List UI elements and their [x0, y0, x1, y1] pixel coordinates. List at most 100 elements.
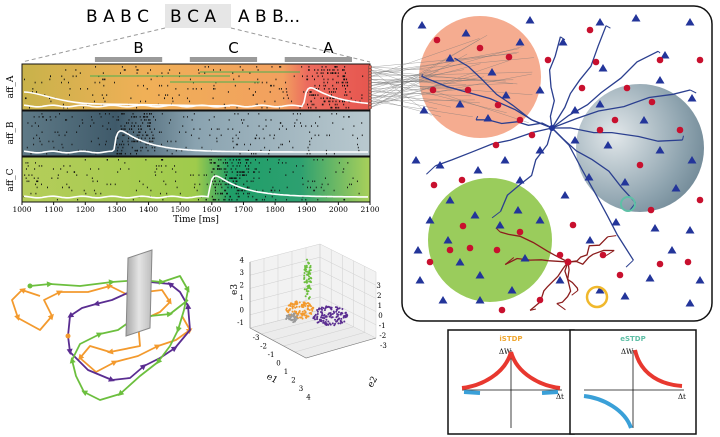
inhibitory-neuron	[656, 56, 664, 64]
scatter-point	[304, 265, 307, 268]
trajectory-arrow	[117, 389, 125, 397]
inhibitory-neuron	[516, 116, 524, 124]
e3-tick: 4	[240, 257, 245, 265]
row-label-A: aff_A	[6, 75, 16, 98]
excitatory-neuron	[558, 38, 568, 46]
e1-tick: 2	[291, 377, 295, 385]
excitatory-neuron	[595, 18, 605, 26]
scatter-point	[308, 266, 311, 269]
scatter-point	[337, 322, 340, 325]
scatter-point	[291, 310, 294, 313]
scatter-point	[322, 314, 325, 317]
scatter-point	[308, 277, 311, 280]
inhibitory-neuron	[426, 258, 434, 266]
scatter-point	[341, 321, 344, 324]
rule-curve-left	[461, 351, 513, 390]
raster-row-a	[21, 63, 371, 111]
scatter-point	[337, 313, 340, 316]
scatter-point	[325, 318, 328, 321]
scatter-point	[292, 305, 295, 308]
excitatory-neuron	[631, 14, 641, 22]
inhibitory-neuron	[647, 206, 655, 214]
excitatory-neuron	[501, 91, 511, 99]
inhibitory-neuron	[430, 181, 438, 189]
trajectory-start	[65, 333, 71, 339]
block-label-B: B	[133, 39, 143, 57]
x-tick-label: 1100	[44, 205, 63, 214]
rule-ylabel: ΔW	[621, 348, 634, 356]
trajectory-arrow	[78, 353, 85, 361]
scatter-point	[326, 323, 329, 326]
excitatory-neuron	[525, 16, 535, 24]
scatter-point	[304, 311, 307, 314]
row-label-B: aff_B	[6, 121, 16, 144]
excitatory-neuron	[667, 246, 677, 254]
inhibitory-neuron	[684, 258, 692, 266]
e2-tick: -1	[379, 322, 386, 330]
inhibitory-neuron	[696, 56, 704, 64]
excitatory-neuron	[570, 136, 580, 144]
scatter-point	[309, 264, 312, 267]
e1-tick: -2	[260, 343, 267, 351]
time-axis: 1000 1100 1200 1300 1400 1500 1600 1700 1800 1900…	[12, 202, 380, 214]
scatter-point	[332, 310, 335, 313]
e1-tick: 0	[276, 360, 280, 368]
trajectory-plot	[11, 275, 193, 401]
scatter-point	[330, 306, 333, 309]
trajectory-arrow	[156, 357, 163, 365]
stdp-rule-panels: iSTDP ΔW Δt eSTDP ΔW Δt	[447, 329, 697, 435]
excitatory-neuron	[411, 156, 421, 164]
excitatory-neuron	[443, 236, 453, 244]
excitatory-neuron	[611, 218, 621, 226]
scatter-point	[287, 309, 290, 312]
scatter-point	[327, 305, 330, 308]
excitatory-neuron	[620, 292, 630, 300]
trajectory-arrow	[81, 390, 89, 397]
grid-line	[294, 332, 365, 353]
scatter-point	[305, 258, 308, 261]
scatter-point	[290, 313, 293, 316]
scatter-point	[320, 306, 323, 309]
e2-tick: 3	[376, 282, 380, 290]
scatter-point	[299, 316, 302, 319]
trajectory-arrow	[19, 288, 26, 294]
trajectory-arrow	[108, 376, 115, 382]
scatter-point	[309, 272, 312, 275]
excitatory-neuron	[425, 216, 435, 224]
scatter-point	[302, 313, 305, 316]
excitatory-neuron	[598, 64, 608, 72]
block-bar-C	[189, 57, 258, 62]
trajectory-arrow	[108, 279, 115, 286]
scatter-point	[301, 310, 304, 313]
excitatory-neuron	[473, 166, 483, 174]
scatter-point	[291, 307, 294, 310]
rule-curve-neg-right	[541, 390, 559, 395]
trajectory-arrow	[175, 326, 182, 333]
scatter-point	[322, 321, 325, 324]
inhibitory-neuron	[616, 271, 624, 279]
scatter-point	[323, 309, 326, 312]
scatter-point	[291, 302, 294, 305]
inhibitory-neuron	[623, 84, 631, 92]
tracked-exc-soma	[549, 125, 555, 131]
cube-walls	[250, 244, 376, 338]
excitatory-neuron	[585, 236, 595, 244]
scatter-point	[335, 310, 338, 313]
scatter-point	[292, 315, 295, 318]
inhibitory-neuron	[599, 251, 607, 259]
scatter-point	[305, 314, 308, 317]
scatter-point	[295, 305, 298, 308]
block-bar-A	[284, 57, 352, 62]
inhibitory-synapse-marker	[585, 285, 609, 309]
rule-curve-neg-left	[463, 390, 481, 395]
scatter-point	[316, 310, 319, 313]
scatter-point	[298, 310, 301, 313]
raster-row-c	[21, 156, 371, 203]
scatter-point	[298, 305, 301, 308]
scatter-point	[307, 290, 310, 293]
trajectory-arrow	[47, 313, 54, 321]
block-label-C: C	[228, 39, 238, 57]
scatter-point	[290, 315, 293, 318]
